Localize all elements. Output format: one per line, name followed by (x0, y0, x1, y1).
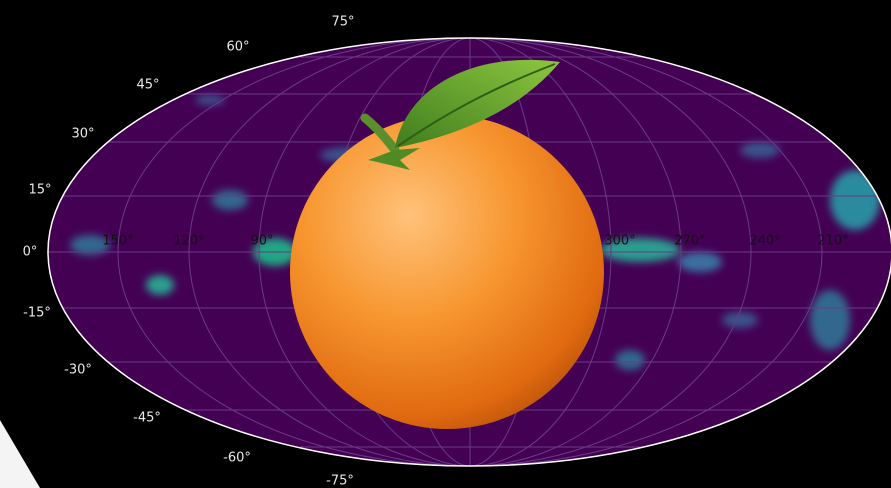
latitude-label: 0° (23, 245, 38, 260)
latitude-label: 45° (136, 78, 159, 93)
corner-panel (0, 420, 40, 488)
latitude-label: -30° (64, 363, 92, 378)
longitude-label: 120° (173, 234, 204, 249)
latitude-label: 60° (226, 40, 249, 55)
longitude-label: 270° (674, 234, 705, 249)
labels: 75° 60° 45° 30° 15° 0° -15° -30° -45° -60° -75° 150… (23, 15, 849, 488)
latitude-label: 15° (28, 183, 51, 198)
latitude-label: -15° (23, 306, 51, 321)
longitude-label: 240° (749, 234, 780, 249)
orange-emoji (290, 59, 604, 429)
longitude-label: 90° (250, 234, 273, 249)
latitude-label: -60° (223, 451, 251, 466)
latitude-label: -45° (133, 411, 161, 426)
longitude-label: 210° (817, 234, 848, 249)
longitude-label: 150° (102, 234, 133, 249)
map-outline (47, 37, 891, 467)
longitude-label: 300° (604, 234, 635, 249)
latitude-label: 30° (71, 127, 94, 142)
latitude-label: -75° (326, 474, 354, 488)
latitude-label: 75° (331, 15, 354, 30)
